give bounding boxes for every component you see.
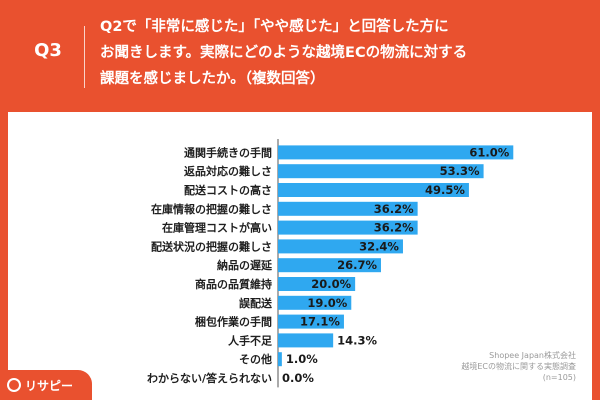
bar xyxy=(278,295,352,310)
value-label: 19.0% xyxy=(307,296,347,310)
value-label: 1.0% xyxy=(286,352,318,366)
source-note: Shopee Japan株式会社 越境ECの物流に関する実態調査 (n=105) xyxy=(461,350,576,383)
category-label: 在庫管理コストが高い xyxy=(162,221,272,235)
bar xyxy=(278,333,334,348)
question-number: Q3 xyxy=(34,40,62,61)
value-label: 26.7% xyxy=(337,258,377,272)
category-label: 返品対応の難しさ xyxy=(184,164,272,178)
bar xyxy=(278,239,403,254)
value-label: 14.3% xyxy=(337,333,377,347)
header-divider xyxy=(84,26,85,88)
brand-logo: リサピー xyxy=(0,370,92,400)
bar xyxy=(278,145,514,160)
category-label: 配送コストの高さ xyxy=(184,183,272,197)
category-label: 在庫情報の把握の難しさ xyxy=(151,202,272,216)
question-line-3: 課題を感じましたか。（複数回答） xyxy=(100,71,325,87)
chart-panel: 通関手続きの手間 61.0% 返品対応の難しさ 53.3% 配送コストの高さ 49.5% 在… xyxy=(8,112,592,400)
source-sample-size: (n=105) xyxy=(542,373,576,382)
category-label: その他 xyxy=(239,352,272,366)
category-label: 梱包作業の手間 xyxy=(195,315,272,329)
question-line-1: Q2で「非常に感じた」「やや感じた」と回答した方に xyxy=(100,19,449,35)
logo-text: リサピー xyxy=(25,379,74,393)
source-company: Shopee Japan株式会社 xyxy=(489,351,576,360)
bar xyxy=(278,352,282,367)
bar xyxy=(278,183,469,197)
bar xyxy=(278,201,418,216)
category-label: 配送状況の把握の難しさ xyxy=(151,239,272,253)
question-line-2: お聞きします。実際にどのような越境ECの物流に対する xyxy=(100,45,468,61)
logo-icon xyxy=(7,378,21,392)
value-label: 20.0% xyxy=(311,277,351,291)
value-label: 36.2% xyxy=(374,221,414,235)
value-label: 49.5% xyxy=(425,183,465,197)
bar xyxy=(278,314,344,329)
value-label: 17.1% xyxy=(300,315,340,329)
question-text: Q2で「非常に感じた」「やや感じた」と回答した方に お聞きします。実際にどのよう… xyxy=(100,14,580,92)
category-label: 人手不足 xyxy=(228,333,273,347)
value-label: 36.2% xyxy=(374,202,414,216)
source-survey: 越境ECの物流に関する実態調査 xyxy=(461,362,576,371)
bar-chart: 通関手続きの手間 61.0% 返品対応の難しさ 53.3% 配送コストの高さ 49.5% 在… xyxy=(147,139,514,388)
value-label: 53.3% xyxy=(440,164,480,178)
category-label: 商品の品質維持 xyxy=(195,277,272,291)
category-label: わからない/答えられない xyxy=(147,371,272,385)
bar xyxy=(278,220,418,235)
bar xyxy=(278,277,356,291)
bar xyxy=(278,258,381,273)
bar xyxy=(278,164,484,179)
category-label: 誤配送 xyxy=(239,296,273,310)
value-label: 0.0% xyxy=(282,371,314,385)
category-label: 納品の遅延 xyxy=(217,258,273,272)
category-label: 通関手続きの手間 xyxy=(184,145,272,159)
value-label: 61.0% xyxy=(469,145,509,159)
value-label: 32.4% xyxy=(359,239,399,253)
question-header: Q3 Q2で「非常に感じた」「やや感じた」と回答した方に お聞きします。実際にど… xyxy=(0,0,600,112)
